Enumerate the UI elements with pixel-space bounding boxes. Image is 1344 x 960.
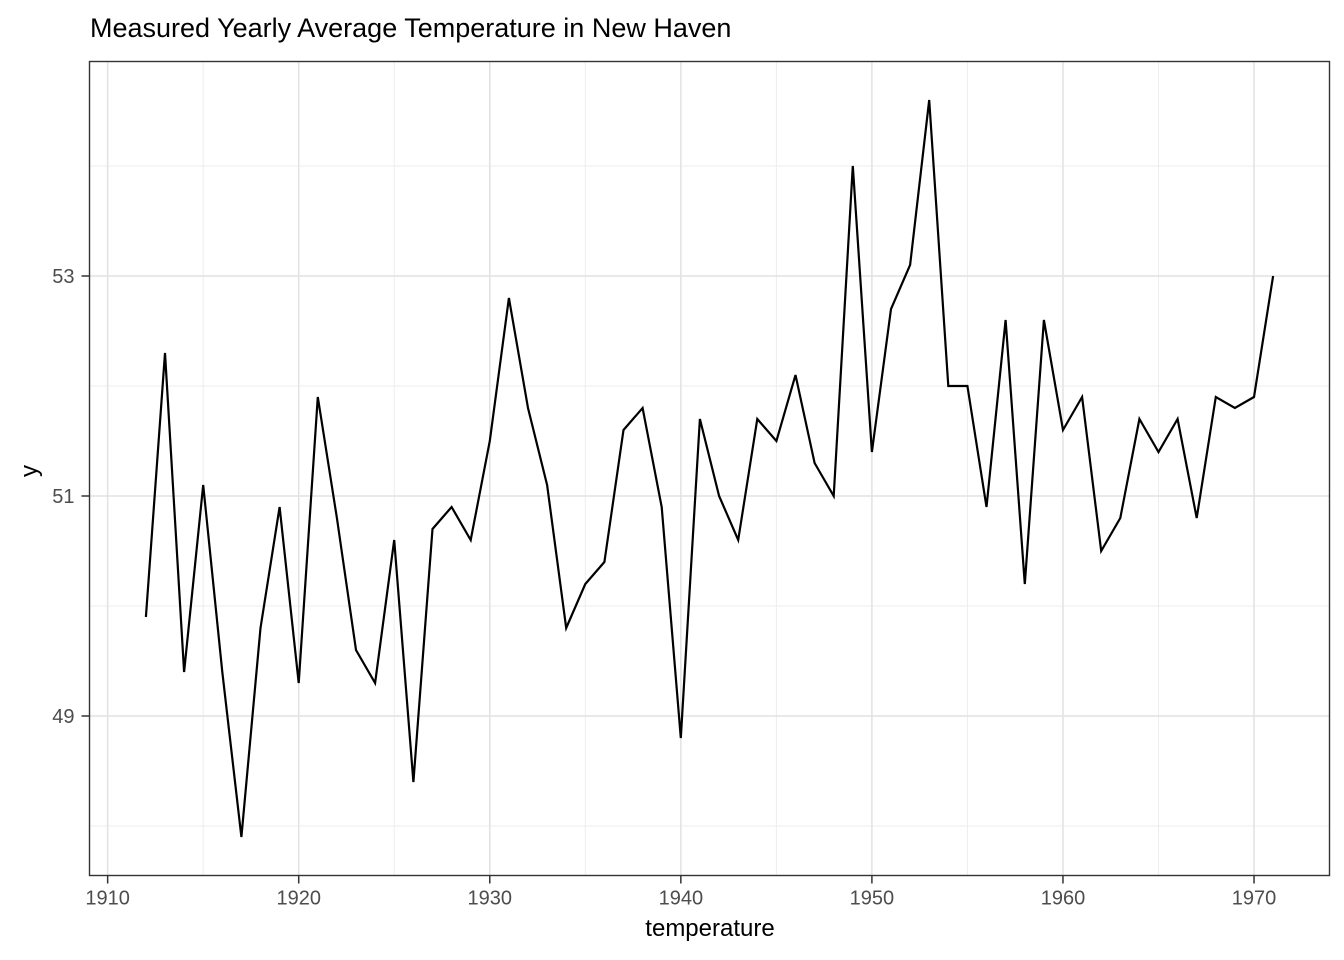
y-tick-label: 53 [52, 266, 74, 288]
chart-title: Measured Yearly Average Temperature in N… [90, 13, 732, 43]
x-axis-title: temperature [645, 915, 775, 942]
x-tick-label: 1940 [659, 888, 704, 910]
panel-border [88, 60, 1331, 877]
x-tick-label: 1970 [1232, 888, 1277, 910]
x-tick-label: 1920 [276, 888, 321, 910]
x-tick-label: 1960 [1041, 888, 1086, 910]
y-axis-title: y [16, 465, 43, 477]
x-tick-label: 1910 [85, 888, 130, 910]
x-tick-label: 1930 [468, 888, 513, 910]
x-tick-label: 1950 [850, 888, 895, 910]
y-tick-label: 51 [52, 486, 74, 508]
y-tick-label: 49 [52, 706, 74, 728]
temperature-line [144, 99, 1275, 838]
